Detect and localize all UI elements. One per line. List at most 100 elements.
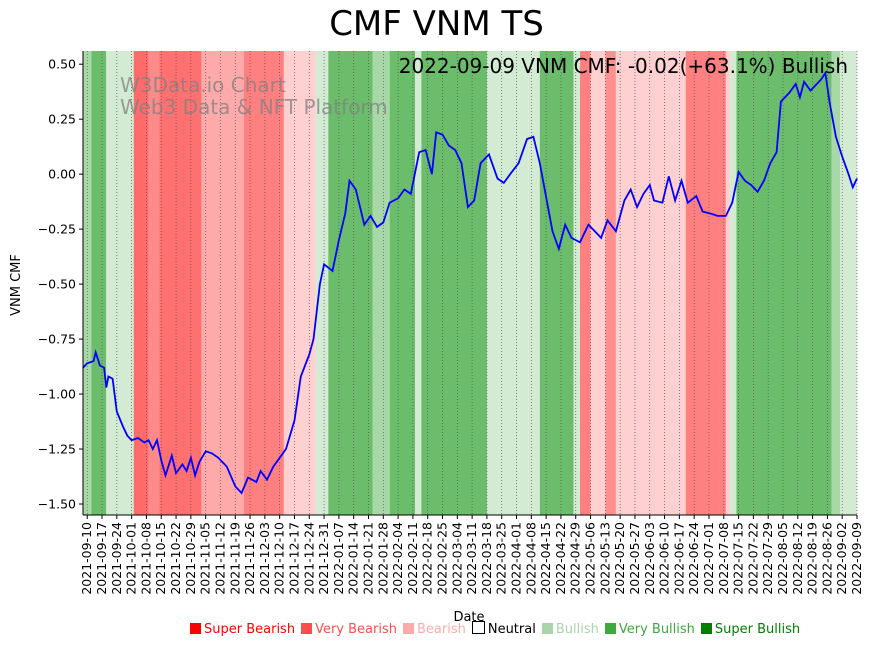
- sentiment-band: [840, 51, 857, 515]
- x-tick-label: 2021-09-24: [109, 522, 124, 595]
- x-tick-label: 2021-11-05: [198, 522, 213, 595]
- legend-item: Very Bearish: [301, 622, 397, 637]
- legend-swatch: [541, 623, 553, 634]
- x-tick-label: 2022-08-12: [790, 522, 805, 595]
- x-tick-label: 2022-02-18: [420, 522, 435, 595]
- x-tick-label: 2022-08-26: [819, 522, 834, 595]
- sentiment-bands: [83, 51, 857, 515]
- sentiment-band: [573, 51, 580, 515]
- sentiment-band: [685, 51, 726, 515]
- legend-item: Neutral: [471, 621, 536, 637]
- x-tick-label: 2022-06-10: [657, 522, 672, 595]
- sentiment-band: [605, 51, 616, 515]
- x-tick-label: 2022-07-22: [745, 522, 760, 595]
- sentiment-band: [243, 51, 284, 515]
- x-tick-label: 2022-01-07: [331, 522, 346, 595]
- x-tick-label: 2022-09-09: [849, 522, 864, 595]
- x-tick-label: 2022-04-22: [553, 522, 568, 595]
- y-tick-label: −1.00: [38, 387, 76, 402]
- vertical-grid: [86, 51, 858, 515]
- x-tick-label: 2021-10-15: [153, 522, 168, 595]
- x-tick-label: 2021-12-10: [272, 522, 287, 595]
- legend-item: Super Bullish: [700, 622, 801, 637]
- sentiment-band: [315, 51, 329, 515]
- sentiment-band: [590, 51, 606, 515]
- x-tick-label: 2021-10-29: [183, 522, 198, 595]
- sentiment-band: [283, 51, 316, 515]
- x-tick-label: 2021-11-12: [212, 522, 227, 595]
- sentiment-band: [539, 51, 574, 515]
- y-tick-label: 0.50: [48, 57, 76, 72]
- sentiment-band: [159, 51, 202, 515]
- x-tick-label: 2021-12-31: [316, 522, 331, 595]
- sentiment-band: [615, 51, 686, 515]
- legend-swatch: [700, 623, 712, 634]
- x-tick-label: 2022-01-14: [346, 522, 361, 595]
- sentiment-band: [389, 51, 416, 515]
- y-tick-label: −1.25: [38, 442, 76, 457]
- x-tick-label: 2022-07-15: [731, 522, 746, 595]
- sentiment-band: [148, 51, 160, 515]
- sentiment-band: [133, 51, 149, 515]
- sentiment-band: [421, 51, 487, 515]
- x-tick-label: 2022-04-08: [523, 522, 538, 595]
- y-tick-label: −0.75: [38, 332, 76, 347]
- x-tick-label: 2021-10-22: [168, 522, 183, 595]
- y-axis-label: VNM CMF: [9, 254, 24, 316]
- sentiment-band: [736, 51, 832, 515]
- x-tick-label: 2022-04-15: [538, 522, 553, 595]
- x-tick-label: 2022-06-17: [671, 522, 686, 595]
- x-tick-label: 2022-02-11: [405, 522, 420, 595]
- legend-label: Super Bearish: [204, 622, 296, 637]
- legend-swatch: [471, 621, 485, 634]
- cmf-series-line: [82, 70, 858, 495]
- sentiment-band: [725, 51, 731, 515]
- x-tick-label: 2022-08-19: [805, 522, 820, 595]
- x-tick-label: 2022-04-01: [509, 522, 524, 595]
- legend-label: Very Bullish: [618, 622, 695, 637]
- legend-label: Bullish: [555, 622, 599, 637]
- chart-title: CMF VNM TS: [329, 4, 544, 44]
- legend-item: Very Bullish: [604, 622, 695, 637]
- x-tick-label: 2021-10-08: [138, 522, 153, 595]
- sentiment-band: [579, 51, 591, 515]
- x-tick-label: 2022-07-08: [716, 522, 731, 595]
- legend-label: Neutral: [487, 622, 536, 637]
- legend-label: Bearish: [416, 622, 466, 637]
- legend-label: Very Bearish: [315, 622, 397, 637]
- y-tick-label: 0.00: [48, 167, 76, 182]
- x-tick-label: 2022-03-18: [479, 522, 494, 595]
- legend-item: Super Bearish: [190, 622, 295, 637]
- sentiment-band: [372, 51, 390, 515]
- x-tick-label: 2021-09-17: [94, 522, 109, 595]
- x-tick-label: 2022-08-05: [775, 522, 790, 595]
- watermark-line: Web3 Data & NFT Platform: [120, 95, 388, 119]
- sentiment-band: [831, 51, 841, 515]
- sentiment-band: [328, 51, 373, 515]
- x-tick-label: 2022-06-03: [642, 522, 657, 595]
- x-tick-label: 2021-09-10: [79, 522, 94, 595]
- x-tick-label: 2022-05-20: [612, 522, 627, 595]
- x-tick-label: 2021-12-24: [301, 522, 316, 595]
- latest-value-annotation: 2022-09-09 VNM CMF: -0.02(+63.1%) Bullis…: [399, 54, 848, 78]
- x-tick-label: 2021-11-26: [242, 522, 257, 595]
- x-tick-label: 2021-12-03: [257, 522, 272, 595]
- x-tick-label: 2022-02-04: [390, 522, 405, 595]
- sentiment-band: [730, 51, 737, 515]
- y-tick-label: −0.25: [38, 222, 76, 237]
- watermark-line: W3Data.io Chart: [120, 73, 286, 97]
- x-tick-label: 2022-01-28: [375, 522, 390, 595]
- x-tick-label: 2022-03-04: [449, 522, 464, 595]
- sentiment-band: [106, 51, 134, 515]
- sentiment-band: [91, 51, 107, 515]
- x-tick-label: 2021-11-19: [227, 522, 242, 595]
- sentiment-band: [201, 51, 244, 515]
- x-tick-label: 2022-06-24: [686, 522, 701, 595]
- x-tick-label: 2021-12-17: [286, 522, 301, 595]
- x-tick-label: 2022-03-25: [494, 522, 509, 595]
- legend-label: Super Bullish: [714, 622, 801, 637]
- x-tick-label: 2022-01-21: [360, 522, 375, 595]
- y-tick-label: 0.25: [48, 112, 76, 127]
- sentiment-band: [486, 51, 540, 515]
